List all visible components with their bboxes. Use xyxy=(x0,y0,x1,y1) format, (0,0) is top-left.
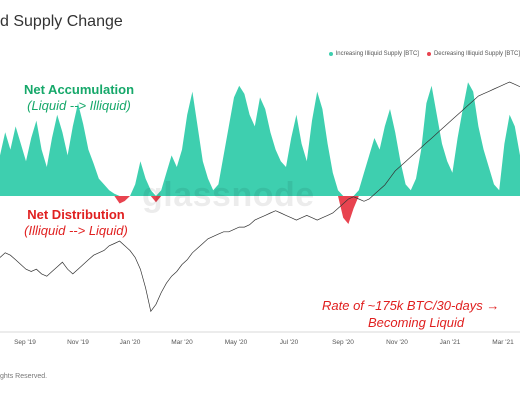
x-tick-label: Nov '20 xyxy=(386,339,408,346)
x-tick-label: Mar '20 xyxy=(171,339,193,346)
legend: Increasing Illiquid Supply [BTC] Decreas… xyxy=(328,51,520,57)
annotation-distribution-subtitle: (Illiquid --> Liquid) xyxy=(24,223,128,238)
legend-swatch-decreasing xyxy=(426,52,431,56)
x-tick-label: Sep '19 xyxy=(14,339,36,346)
x-tick-label: Jul '20 xyxy=(280,339,299,346)
legend-item-increasing[interactable]: Increasing Illiquid Supply [BTC] xyxy=(328,51,419,57)
annotation-rate-line2: Becoming Liquid xyxy=(368,315,465,330)
x-tick-label: Jan '20 xyxy=(120,339,141,346)
x-tick-label: May '20 xyxy=(225,339,248,346)
watermark: glassnode xyxy=(142,176,315,214)
x-tick-label: Sep '20 xyxy=(332,339,354,346)
legend-label-decreasing: Decreasing Illiquid Supply [BTC] xyxy=(433,51,520,57)
chart-title: d Supply Change xyxy=(0,13,123,30)
legend-item-decreasing[interactable]: Decreasing Illiquid Supply [BTC] xyxy=(426,51,520,57)
annotation-accumulation-title: Net Accumulation xyxy=(23,82,135,97)
area-increasing-illiquid-supply xyxy=(0,82,520,196)
annotation-accumulation: Net Accumulation (Liquid --> Illiquid) xyxy=(0,82,158,113)
annotation-distribution: Net Distribution (Illiquid --> Liquid) xyxy=(0,207,152,238)
legend-swatch-increasing xyxy=(328,52,333,56)
x-tick-label: Jan '21 xyxy=(440,339,461,346)
legend-label-increasing: Increasing Illiquid Supply [BTC] xyxy=(335,51,419,57)
x-tick-label: Nov '19 xyxy=(67,339,89,346)
annotation-rate: Rate of ~175k BTC/30-days → Becoming Liq… xyxy=(322,298,520,330)
annotation-rate-line1: Rate of ~175k BTC/30-days → xyxy=(322,298,500,313)
price-line xyxy=(0,81,520,313)
footer-copyright: ghts Reserved. xyxy=(0,373,48,380)
x-tick-label: Mar '21 xyxy=(492,339,514,346)
annotation-distribution-title: Net Distribution xyxy=(27,207,125,222)
annotation-accumulation-subtitle: (Liquid --> Illiquid) xyxy=(27,98,131,113)
